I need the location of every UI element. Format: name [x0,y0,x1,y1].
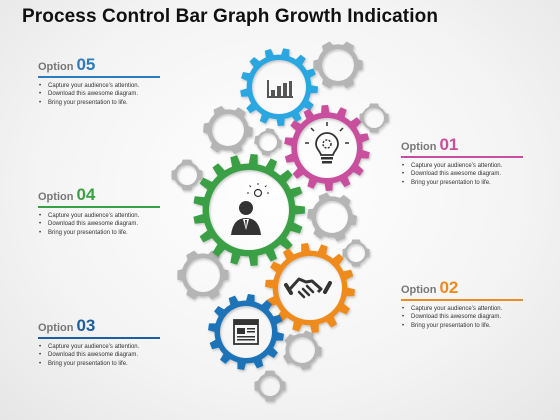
bullet-item: Bring your presentation to life. [401,322,523,331]
businessman-gear [193,154,305,266]
businessman-idea-icon [231,183,269,235]
option-number: 01 [439,135,459,154]
lightbulb-gear [284,105,370,191]
page-title: Process Control Bar Graph Growth Indicat… [22,6,439,27]
option-label: Option [38,191,74,203]
gear-icon [203,105,253,155]
option-number: 03 [76,316,96,335]
handshake-gear [265,243,355,333]
gear-icon [254,370,286,402]
option-divider [38,206,160,208]
option-bullets: Capture your audience’s attention. Downl… [401,305,523,331]
option-divider [38,337,160,339]
gear-icon [171,159,203,191]
gear-icon [177,250,229,300]
option-divider [401,299,523,301]
web-page-gear [208,294,284,370]
bullet-item: Capture your audience’s attention. [38,212,160,221]
option-divider [401,156,523,158]
option-number: 04 [76,185,96,204]
gear-icon [254,128,282,156]
bullet-item: Bring your presentation to life. [38,360,160,369]
gear-icon [359,103,389,133]
gear-icon [283,330,322,370]
gear-icon [307,192,357,242]
option-number: 05 [76,55,96,74]
gear-icon [313,41,363,89]
gear-icon [342,239,370,267]
bullet-item: Capture your audience’s attention. [401,305,523,314]
bullet-item: Bring your presentation to life. [401,179,523,188]
option-label: Option [401,141,437,153]
option-label: Option [401,284,437,296]
bullet-item: Bring your presentation to life. [38,99,160,108]
bullet-item: Download this awesome diagram. [38,90,160,99]
option-divider [38,76,160,78]
bullet-item: Download this awesome diagram. [38,220,160,229]
option-number: 02 [439,278,459,297]
bar-chart-gear [240,48,318,126]
option-bullets: Capture your audience’s attention. Downl… [38,212,160,238]
bullet-item: Capture your audience’s attention. [38,343,160,352]
bullet-item: Download this awesome diagram. [401,170,523,179]
bullet-item: Capture your audience’s attention. [38,82,160,91]
option-bullets: Capture your audience’s attention. Downl… [401,162,523,188]
option-bullets: Capture your audience’s attention. Downl… [38,343,160,369]
option-bullets: Capture your audience’s attention. Downl… [38,82,160,108]
bullet-item: Bring your presentation to life. [38,229,160,238]
option-label: Option [38,61,74,73]
option-label: Option [38,322,74,334]
bullet-item: Download this awesome diagram. [401,313,523,322]
lightbulb-gear-icon [305,122,349,164]
bullet-item: Capture your audience’s attention. [401,162,523,171]
bar-chart-icon [267,80,293,98]
bullet-item: Download this awesome diagram. [38,351,160,360]
handshake-icon [284,277,332,299]
web-page-icon [233,319,259,345]
